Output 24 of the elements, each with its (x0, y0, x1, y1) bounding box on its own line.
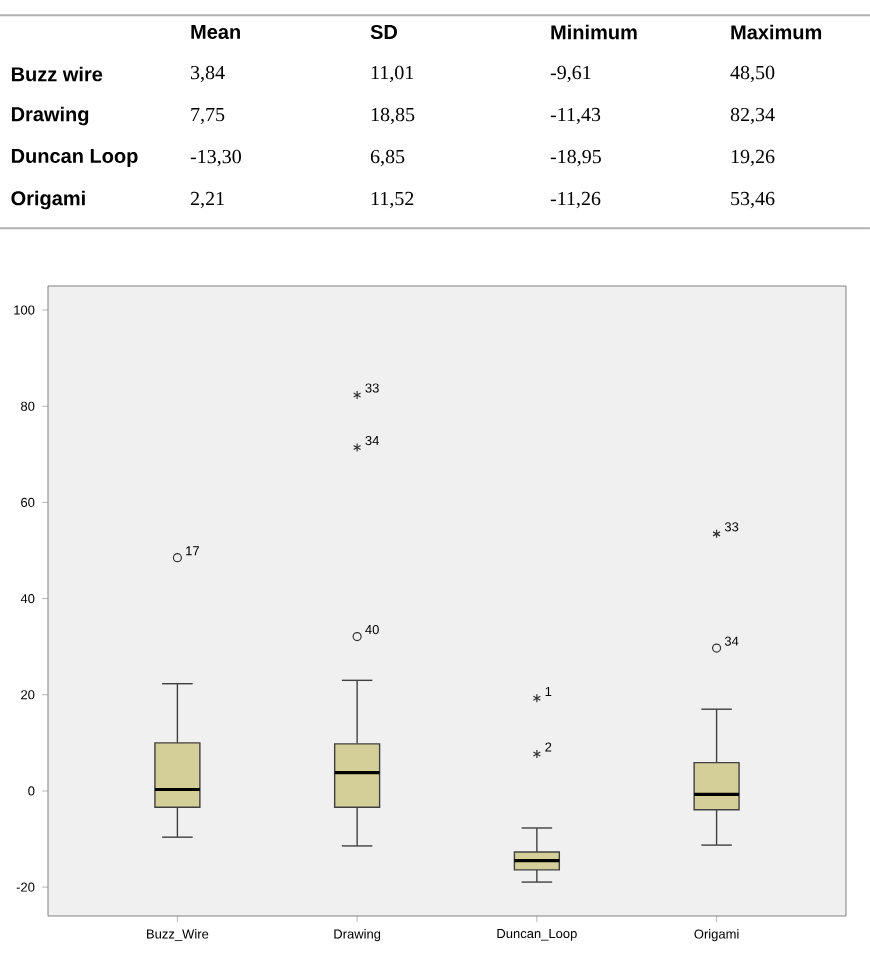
text: -11,26 (550, 191, 601, 209)
text: 18,85 (371, 107, 415, 125)
category-label: Drawing (11, 106, 89, 126)
text: 7,75 (191, 107, 225, 125)
text: 19,26 (731, 149, 775, 167)
text: 48,50 (730, 65, 775, 83)
text: -11,43 (550, 107, 601, 125)
category-label: SD (370, 24, 398, 40)
text: -18,95 (550, 149, 601, 167)
category-label: Minimum (551, 24, 637, 40)
text: 3,84 (191, 65, 225, 83)
text: 53,46 (731, 191, 775, 209)
text: 6,85 (370, 149, 405, 167)
text: 11,01 (371, 65, 414, 83)
text: 2,21 (190, 191, 224, 209)
category-label: Maximum (731, 24, 822, 40)
text: 11,52 (371, 191, 414, 209)
text: 82,34 (730, 107, 775, 125)
text: -13,30 (190, 149, 241, 167)
category-label: Buzz wire (11, 66, 103, 82)
category-label: Duncan Loop (11, 149, 138, 167)
category-label: Mean (191, 25, 240, 39)
category-label: Origami (11, 190, 85, 210)
text: -9,61 (550, 65, 591, 83)
